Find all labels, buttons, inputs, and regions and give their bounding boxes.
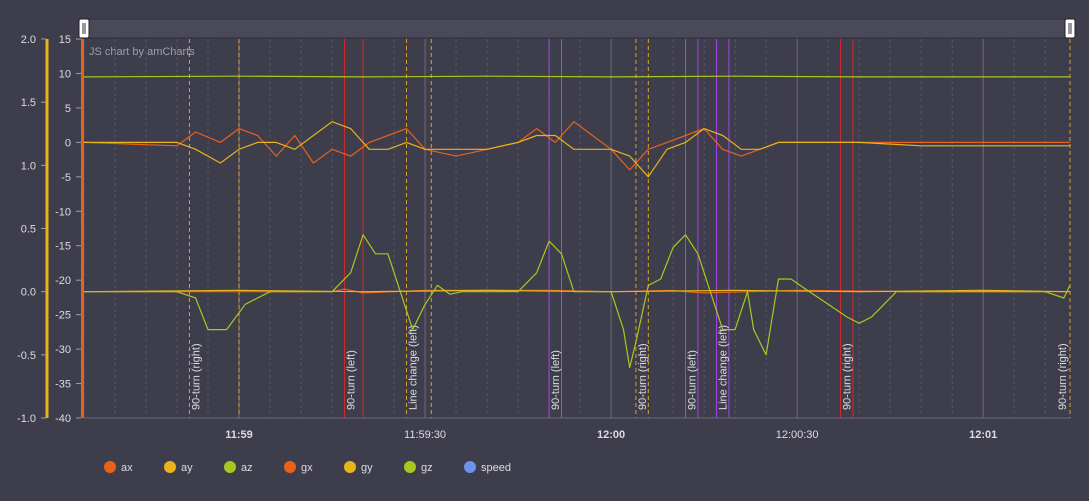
scrollbar-track[interactable] [83, 18, 1071, 39]
legend-label: az [241, 462, 253, 474]
legend-label: ay [181, 462, 193, 474]
x-tick-label: 12:00:30 [776, 429, 819, 441]
y-outer-tick-label: 2.0 [21, 34, 36, 46]
scrollbar-grip-right[interactable] [1064, 18, 1076, 39]
y-inner-tick-label: -25 [55, 310, 71, 322]
legend-item-gy[interactable]: gy [344, 461, 373, 474]
legend-marker [104, 461, 116, 473]
legend-marker [464, 461, 476, 473]
y-inner-tick-label: -10 [55, 206, 71, 218]
legend-item-ax[interactable]: ax [104, 461, 133, 474]
x-tick-label: 12:00 [597, 429, 625, 441]
legend-label: gy [361, 462, 373, 474]
legend-marker [224, 461, 236, 473]
event-label: 90-turn (left) [687, 350, 699, 410]
y-inner-tick-label: -35 [55, 379, 71, 391]
y-outer-tick-label: -0.5 [17, 350, 36, 362]
legend-item-gx[interactable]: gx [284, 461, 313, 474]
legend-marker [164, 461, 176, 473]
legend-marker [404, 461, 416, 473]
y-inner-tick-label: 0 [65, 137, 71, 149]
event-label: 90-turn (right) [637, 343, 649, 410]
legend-label: gz [421, 462, 433, 474]
event-label: 90-turn (left) [345, 350, 357, 410]
y-inner-tick-label: -5 [61, 172, 71, 184]
y-outer-tick-label: 0.5 [21, 224, 36, 236]
legend-marker [344, 461, 356, 473]
y-outer-tick-label: 0.0 [21, 287, 36, 299]
legend-label: ax [121, 462, 133, 474]
y-outer-tick-label: -1.0 [17, 413, 36, 425]
scrollbar-grip-left[interactable] [78, 18, 90, 39]
legend-item-az[interactable]: az [224, 461, 253, 474]
x-tick-label: 11:59:30 [404, 429, 446, 441]
y-inner-tick-label: 15 [59, 34, 71, 46]
y-outer-tick-label: 1.5 [21, 97, 36, 109]
event-label: 90-turn (right) [842, 343, 854, 410]
x-tick-label: 11:59 [225, 429, 253, 441]
event-label: 90-turn (left) [550, 350, 562, 410]
legend-item-speed[interactable]: speed [464, 461, 511, 474]
legend-item-ay[interactable]: ay [164, 461, 193, 474]
chart-credit[interactable]: JS chart by amCharts [89, 46, 195, 58]
y-inner-tick-label: -20 [55, 275, 71, 287]
event-label: Line change (left) [718, 325, 730, 410]
x-tick-label: 12:01 [969, 429, 997, 441]
series-line-gz [84, 234, 1071, 369]
y-inner-tick-label: -15 [55, 241, 71, 253]
event-label: Line change (left) [407, 325, 419, 410]
y-inner-tick-label: -40 [55, 413, 71, 425]
y-inner-tick-label: 5 [65, 103, 71, 115]
legend-label: gx [301, 462, 313, 474]
legend-marker [284, 461, 296, 473]
legend-label: speed [481, 462, 511, 474]
y-outer-tick-label: 1.0 [21, 160, 36, 172]
legend-item-gz[interactable]: gz [404, 461, 433, 474]
event-label: 90-turn (right) [190, 343, 202, 410]
series-line-az [83, 75, 1070, 78]
event-label: 90-turn (right) [1057, 343, 1069, 410]
y-inner-tick-label: -30 [55, 344, 71, 356]
y-inner-tick-label: 10 [59, 68, 71, 80]
series-line-ay [84, 121, 1070, 178]
